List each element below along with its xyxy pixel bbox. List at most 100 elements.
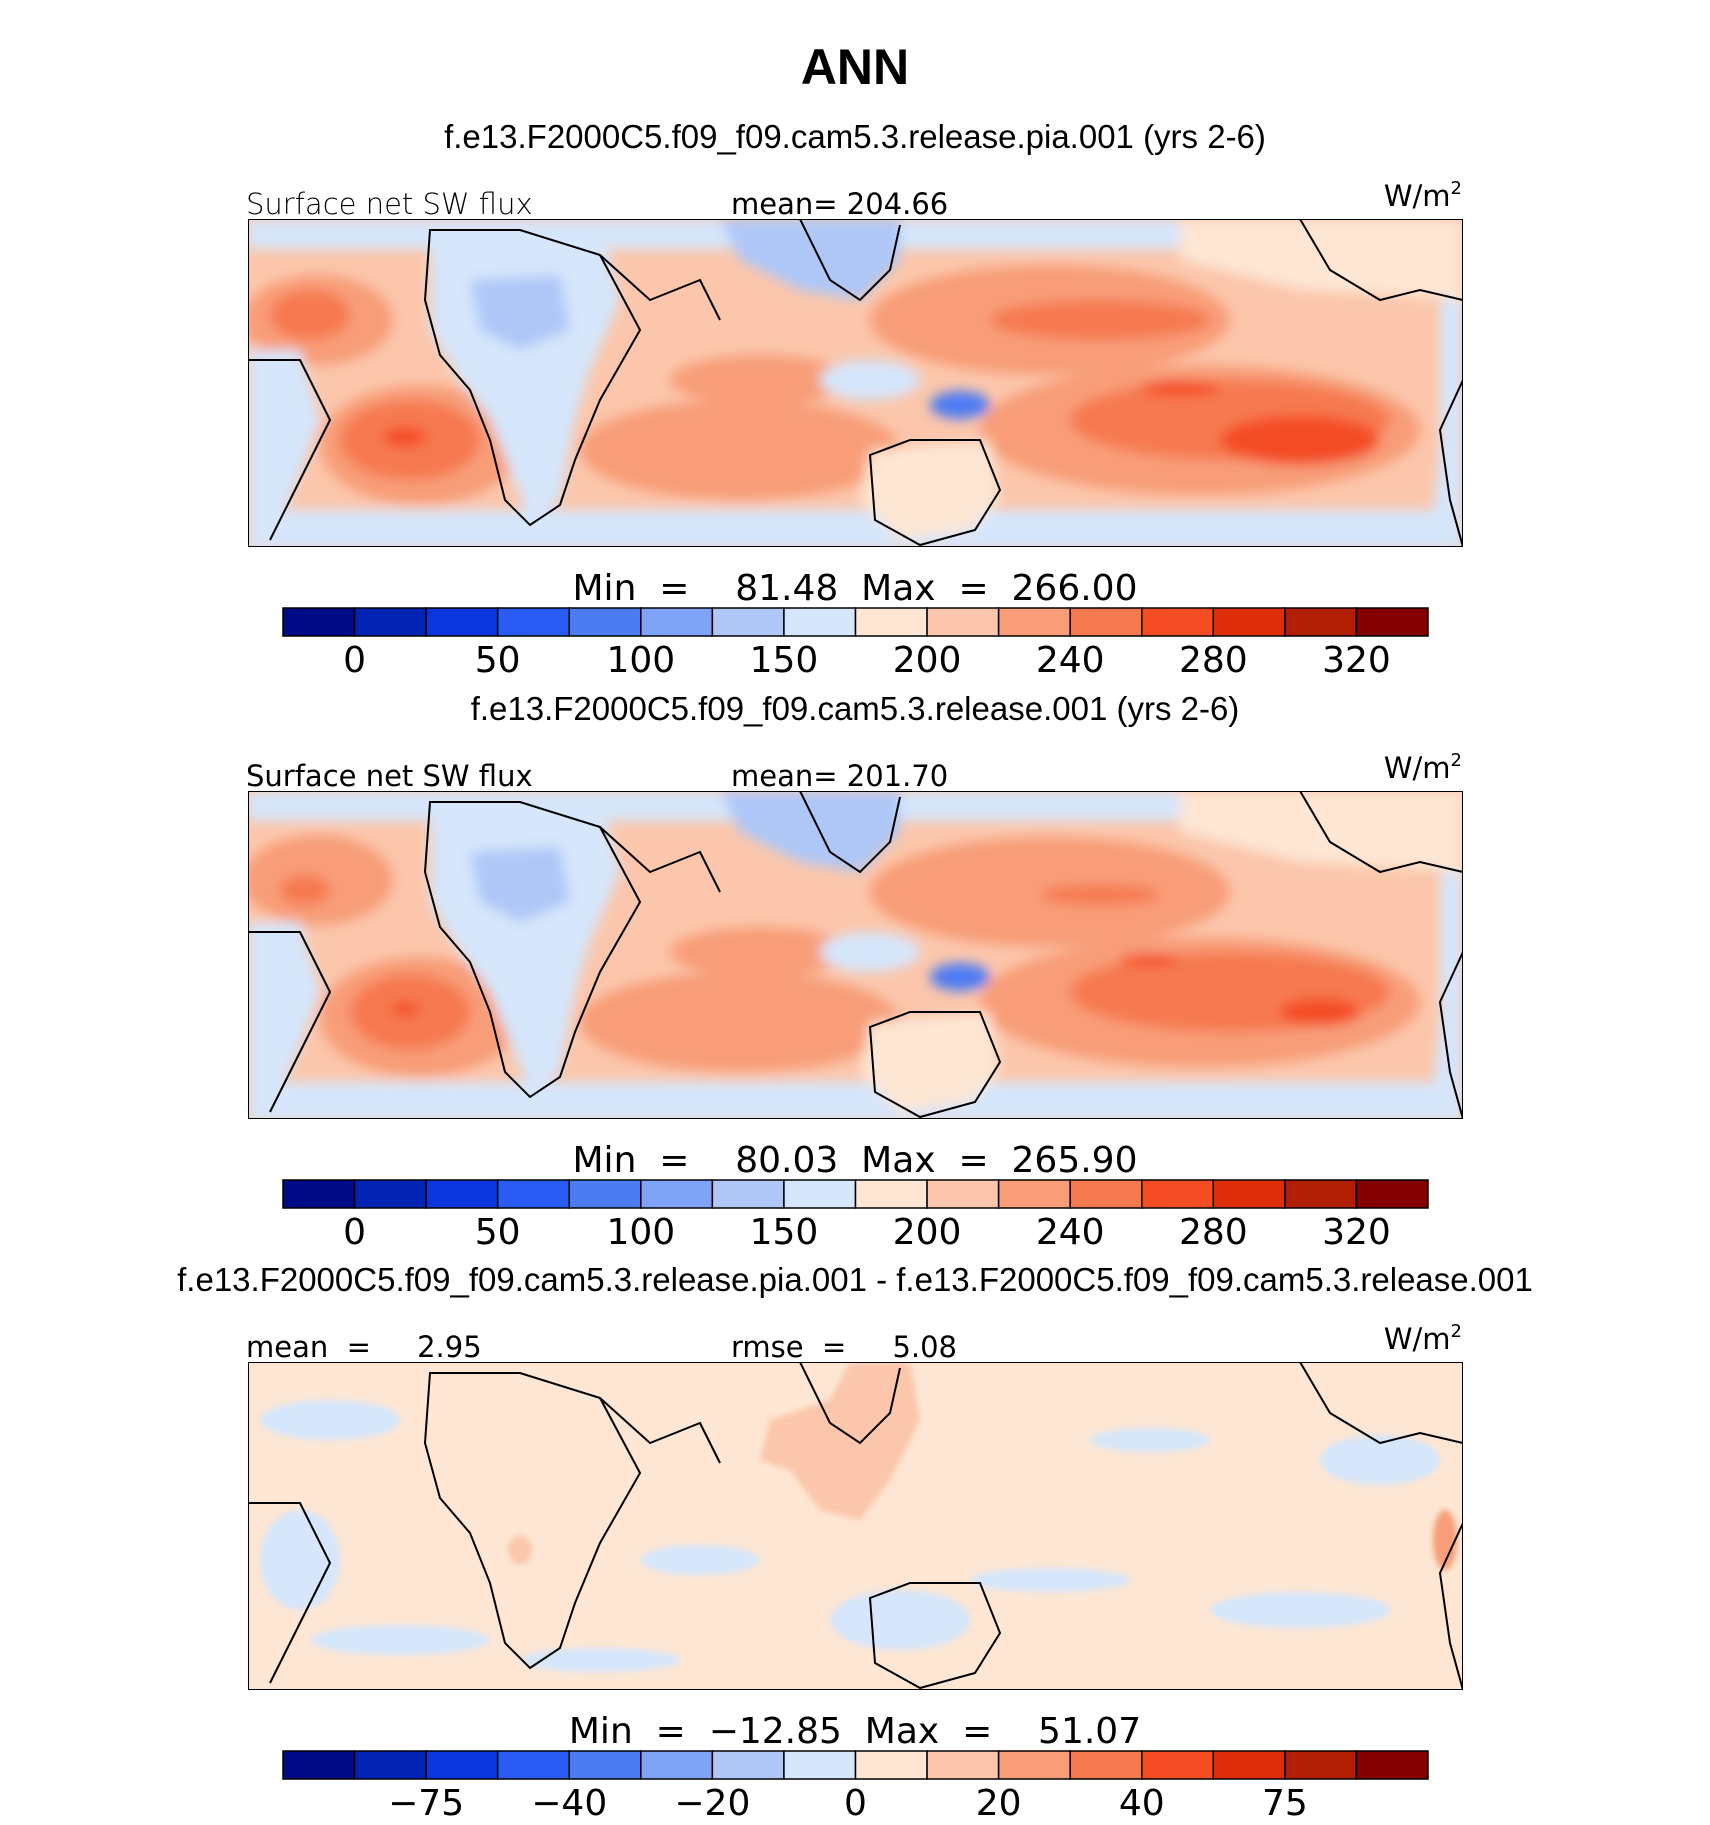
colorbar-swatch	[1284, 607, 1358, 637]
colorbar-swatch	[496, 607, 570, 637]
panel-2: f.e13.F2000C5.f09_f09.cam5.3.release.001…	[246, 690, 1463, 1253]
colorbar-tick-label: 50	[475, 1212, 521, 1253]
panel-2-colorbar-ticks: 0 50 100 150 200 240 280 320	[343, 1212, 1391, 1253]
colorbar-swatch	[282, 1179, 356, 1209]
panel-2-subtitle: f.e13.F2000C5.f09_f09.cam5.3.release.001…	[471, 690, 1240, 727]
panel-1-map	[248, 219, 1463, 547]
colorbar-tick-label: 200	[893, 640, 962, 681]
panel-2-units: W/m2	[1384, 750, 1462, 785]
panel-3-rmse-label: rmse = 5.08	[731, 1330, 957, 1364]
colorbar-swatch	[997, 607, 1071, 637]
colorbar-swatch	[353, 1750, 427, 1780]
panel-3-coastlines	[248, 1362, 1463, 1690]
colorbar-swatch	[1355, 607, 1429, 637]
colorbar-swatch	[353, 607, 427, 637]
colorbar-swatch	[1141, 1750, 1215, 1780]
colorbar-swatch	[282, 607, 356, 637]
colorbar-swatch	[640, 607, 714, 637]
panel-2-variable-label: Surface net SW flux	[246, 759, 533, 793]
colorbar-tick-label: 100	[606, 640, 675, 681]
colorbar-swatch	[353, 1179, 427, 1209]
colorbar-tick-label: 320	[1322, 1212, 1391, 1253]
colorbar-swatch	[1212, 1750, 1286, 1780]
panel-3-map	[248, 1362, 1463, 1690]
colorbar-swatch	[926, 1750, 1000, 1780]
colorbar-swatch	[1355, 1750, 1429, 1780]
panel-2-stats: Min = 80.03 Max = 265.90	[573, 1140, 1138, 1181]
panel-3-colorbar-ticks: −75 −40 −20 0 20 40 75	[388, 1783, 1308, 1824]
colorbar-swatch	[1069, 1179, 1143, 1209]
colorbar-tick-label: 200	[893, 1212, 962, 1253]
colorbar-swatch	[711, 607, 785, 637]
colorbar-swatch	[1141, 1179, 1215, 1209]
colorbar-swatch	[568, 1750, 642, 1780]
panel-2-map	[248, 791, 1463, 1119]
colorbar-swatch	[854, 1750, 928, 1780]
colorbar-tick-label: −40	[531, 1783, 607, 1820]
panel-1-subtitle: f.e13.F2000C5.f09_f09.cam5.3.release.pia…	[444, 118, 1266, 155]
colorbar-tick-label: 240	[1036, 640, 1105, 681]
colorbar-tick-label: 100	[606, 1212, 675, 1253]
colorbar-tick-label: 0	[844, 1783, 867, 1820]
figure-title: ANN	[801, 39, 909, 95]
colorbar-swatch	[1284, 1750, 1358, 1780]
colorbar-tick-label: 75	[1262, 1783, 1308, 1820]
colorbar-swatch	[854, 607, 928, 637]
panel-1-stats: Min = 81.48 Max = 266.00	[573, 568, 1138, 609]
colorbar-tick-label: 280	[1179, 640, 1248, 681]
colorbar-swatch	[854, 1179, 928, 1209]
colorbar-tick-label: 280	[1179, 1212, 1248, 1253]
colorbar-tick-label: 150	[750, 640, 819, 681]
panel-1-mean-label: mean= 204.66	[731, 187, 948, 221]
colorbar-tick-label: 320	[1322, 640, 1391, 681]
panel-1-variable-label: Surface net SW flux	[246, 187, 533, 221]
colorbar-swatch	[926, 1179, 1000, 1209]
panel-2-mean-label: mean= 201.70	[731, 759, 948, 793]
panel-1-colorbar-ticks: 0 50 100 150 200 240 280 320	[343, 640, 1391, 681]
colorbar-swatch	[425, 1179, 499, 1209]
colorbar-tick-label: 0	[343, 640, 366, 681]
panel-1-coastlines	[248, 219, 1463, 547]
colorbar-swatch	[640, 1750, 714, 1780]
colorbar-tick-label: 20	[976, 1783, 1022, 1820]
colorbar-swatch	[496, 1750, 570, 1780]
colorbar-swatch	[568, 1179, 642, 1209]
panel-2-colorbar	[282, 1179, 1429, 1209]
colorbar-swatch	[926, 607, 1000, 637]
colorbar-swatch	[711, 1179, 785, 1209]
colorbar-tick-label: 150	[750, 1212, 819, 1253]
colorbar-swatch	[1212, 607, 1286, 637]
colorbar-swatch	[425, 607, 499, 637]
colorbar-tick-label: −20	[674, 1783, 750, 1820]
colorbar-swatch	[783, 607, 857, 637]
colorbar-tick-label: 50	[475, 640, 521, 681]
colorbar-swatch	[1355, 1179, 1429, 1209]
colorbar-tick-label: 40	[1119, 1783, 1165, 1820]
panel-1: f.e13.F2000C5.f09_f09.cam5.3.release.pia…	[246, 118, 1463, 681]
colorbar-swatch	[282, 1750, 356, 1780]
colorbar-tick-label: 240	[1036, 1212, 1105, 1253]
colorbar-swatch	[711, 1750, 785, 1780]
panel-3-subtitle: f.e13.F2000C5.f09_f09.cam5.3.release.pia…	[177, 1261, 1533, 1298]
colorbar-swatch	[997, 1179, 1071, 1209]
panel-3-units: W/m2	[1384, 1321, 1462, 1356]
panel-1-colorbar	[282, 607, 1429, 637]
colorbar-swatch	[1069, 1750, 1143, 1780]
panel-2-coastlines	[248, 791, 1463, 1119]
colorbar-tick-label: −75	[388, 1783, 464, 1820]
colorbar-swatch	[568, 607, 642, 637]
panel-1-units: W/m2	[1384, 178, 1462, 213]
panel-3-mean-label: mean = 2.95	[246, 1330, 482, 1364]
colorbar-swatch	[1212, 1179, 1286, 1209]
panel-3: f.e13.F2000C5.f09_f09.cam5.3.release.pia…	[177, 1261, 1533, 1824]
colorbar-swatch	[783, 1179, 857, 1209]
colorbar-swatch	[640, 1179, 714, 1209]
colorbar-swatch	[1069, 607, 1143, 637]
colorbar-tick-label: 0	[343, 1212, 366, 1253]
colorbar-swatch	[997, 1750, 1071, 1780]
panel-3-colorbar	[282, 1750, 1429, 1780]
colorbar-swatch	[496, 1179, 570, 1209]
colorbar-swatch	[1284, 1179, 1358, 1209]
